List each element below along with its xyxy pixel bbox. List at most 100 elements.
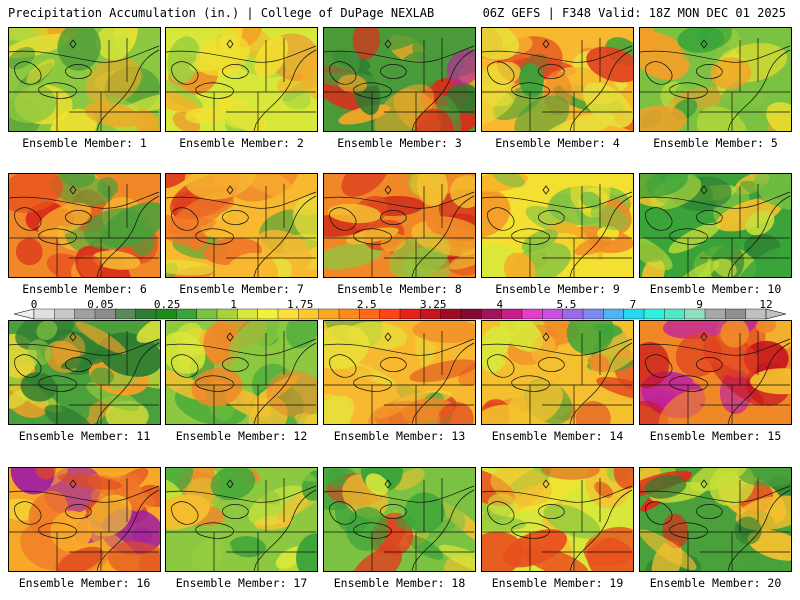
lake-outline — [487, 501, 515, 525]
precip-blob — [696, 106, 748, 131]
precip-map — [323, 467, 476, 572]
colorbar-min-arrow — [14, 308, 35, 320]
precip-field — [482, 468, 633, 571]
precip-field — [166, 468, 317, 571]
lake-outline — [696, 357, 723, 372]
precip-blob — [713, 258, 737, 277]
coastline — [96, 49, 160, 131]
precip-blob — [324, 45, 361, 80]
precip-blob — [44, 404, 92, 424]
coastline — [96, 342, 160, 424]
precip-blob — [720, 321, 750, 348]
colorbar-tick-label: 1 — [230, 298, 237, 311]
precip-blob — [166, 259, 215, 276]
precip-field — [324, 468, 475, 571]
precip-map — [165, 173, 318, 278]
border-line — [482, 191, 633, 209]
ensemble-panel-17: Ensemble Member: 17 — [165, 467, 318, 590]
precip-blob — [482, 189, 511, 238]
precip-blob — [10, 468, 55, 495]
lake-outline — [353, 228, 392, 245]
precip-blob — [352, 28, 381, 60]
precip-blob — [191, 367, 243, 407]
precip-blob — [482, 514, 526, 532]
ensemble-member-label: Ensemble Member: 9 — [495, 282, 620, 296]
lake-outline — [511, 82, 550, 99]
coastline — [569, 489, 633, 571]
colorbar-segment — [664, 308, 686, 320]
precip-blob — [136, 321, 160, 343]
colorbar-segment — [237, 308, 259, 320]
colorbar-tick-label: 0 — [30, 298, 38, 311]
ensemble-member-label: Ensemble Member: 16 — [18, 576, 151, 590]
precip-blob — [395, 515, 416, 530]
colorbar-tick-label: 4 — [496, 298, 504, 311]
precip-map — [323, 173, 476, 278]
precip-blob — [221, 103, 263, 129]
precip-blob — [677, 28, 725, 53]
colorbar-segment — [542, 308, 564, 320]
precip-blob — [427, 468, 453, 501]
ensemble-panel-1: Ensemble Member: 1 — [8, 27, 161, 150]
station-marker-icon — [542, 185, 550, 195]
precip-blob — [499, 321, 543, 352]
lake-outline — [14, 61, 42, 85]
colorbar-segment — [216, 308, 238, 320]
precip-blob — [482, 326, 511, 373]
ensemble-member-label: Ensemble Member: 4 — [495, 136, 620, 150]
precip-map — [8, 27, 161, 132]
precip-blob — [87, 494, 132, 537]
precip-blob — [596, 377, 633, 401]
precip-blob — [20, 372, 57, 402]
precip-blob — [716, 197, 783, 232]
lake-outline — [380, 504, 407, 519]
precip-blob — [640, 105, 687, 131]
precip-blob — [9, 46, 36, 70]
precip-field — [640, 468, 791, 571]
colorbar-segment — [257, 308, 279, 320]
lake-outline — [329, 207, 357, 231]
lake-outline — [538, 504, 565, 519]
precip-blob — [754, 174, 791, 210]
station-marker-icon — [69, 332, 77, 342]
colorbar-segment — [277, 308, 299, 320]
precip-blob — [519, 63, 544, 98]
ensemble-panel-2: Ensemble Member: 2 — [165, 27, 318, 150]
ensemble-panel-5: Ensemble Member: 5 — [639, 27, 792, 150]
lake-outline — [38, 228, 77, 245]
station-marker-icon — [700, 39, 708, 49]
precip-blob — [580, 191, 602, 209]
station-marker-icon — [69, 39, 77, 49]
colorbar-segment — [420, 308, 442, 320]
precip-blob — [504, 252, 536, 277]
precip-blob — [588, 354, 610, 373]
precip-blob — [574, 236, 612, 256]
precip-blob — [75, 321, 127, 354]
precip-map — [165, 27, 318, 132]
lake-outline — [65, 504, 92, 519]
border-line — [324, 338, 475, 356]
precip-field — [9, 468, 160, 571]
precip-field — [9, 174, 160, 277]
precip-blob — [85, 56, 142, 106]
station-marker-icon — [69, 479, 77, 489]
border-line — [640, 338, 791, 356]
precip-blob — [566, 321, 615, 355]
precip-blob — [575, 401, 611, 424]
coastline — [411, 49, 475, 131]
ensemble-member-label: Ensemble Member: 7 — [179, 282, 304, 296]
precip-blob — [35, 468, 56, 480]
coastline — [727, 49, 791, 131]
coastline — [411, 489, 475, 571]
colorbar-segment — [74, 308, 96, 320]
ensemble-panel-15: Ensemble Member: 15 — [639, 320, 792, 443]
colorbar-tick-label: 2.5 — [356, 298, 377, 311]
colorbar-segment — [318, 308, 340, 320]
precip-blob — [640, 233, 673, 271]
colorbar-segment — [481, 308, 503, 320]
precip-map — [481, 467, 634, 572]
ensemble-panel-6: Ensemble Member: 6 — [8, 173, 161, 296]
colorbar-segment — [338, 308, 360, 320]
lake-outline — [353, 82, 392, 99]
precip-field — [482, 174, 633, 277]
